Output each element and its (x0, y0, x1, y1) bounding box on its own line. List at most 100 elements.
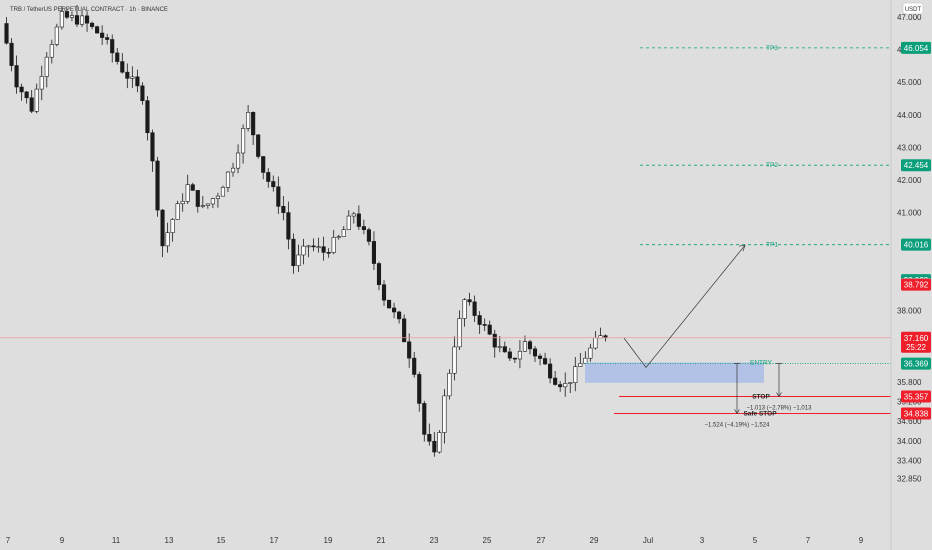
candle (543, 352, 548, 366)
time-tick-label: 15 (217, 536, 226, 545)
candle-body-up (215, 195, 220, 199)
price-axis[interactable]: 47.00046.00045.00044.00043.00042.00041.0… (897, 13, 931, 483)
candle (145, 96, 150, 141)
candle-body-down (326, 252, 331, 254)
candle-body-down (386, 299, 392, 309)
tp1-label: TP1 (766, 242, 778, 249)
candle-body-down (120, 61, 125, 73)
candle-body-up (235, 152, 241, 169)
candle-body-up (39, 76, 44, 90)
candle (326, 248, 331, 258)
tp2-label: TP2 (766, 162, 778, 169)
candle-body-down (507, 351, 512, 359)
candle (492, 329, 497, 358)
current-price-tag-label: 37.160 (904, 334, 929, 343)
ref-low-tag[interactable] (901, 278, 931, 291)
candle (185, 174, 190, 204)
safe-stop-tag-label: 34.838 (904, 409, 929, 418)
candle (79, 10, 85, 27)
candles-layer (4, 4, 608, 457)
candle (115, 47, 120, 65)
candle-body-down (110, 39, 115, 54)
candle-body-down (14, 65, 19, 88)
candle (90, 21, 95, 30)
currency-badge[interactable] (902, 2, 924, 15)
candle-body-down (266, 172, 271, 182)
stop-measure-arrow (776, 392, 782, 398)
candle (472, 295, 477, 323)
tp1-tag[interactable] (901, 238, 931, 251)
candle (205, 203, 210, 209)
candle (522, 335, 528, 352)
candle-body-down (321, 246, 326, 253)
candle (165, 222, 170, 253)
price-tick-label: 32.850 (897, 474, 922, 483)
candle-body-down (291, 238, 296, 267)
candle-body-up (568, 382, 573, 384)
candle-body-up (130, 76, 135, 79)
forecast-path[interactable] (623, 244, 746, 369)
tp3-tag[interactable] (901, 41, 931, 54)
candle-body-down (135, 76, 140, 87)
price-tick-label: 38.000 (897, 306, 922, 315)
price-tick-label: 44.000 (897, 111, 922, 120)
candle-body-up (452, 346, 457, 374)
candle (452, 336, 457, 381)
candle (356, 205, 361, 230)
candle (316, 237, 321, 253)
candle (351, 211, 356, 224)
entry-zone[interactable] (585, 362, 764, 383)
stop-tag[interactable] (901, 390, 931, 403)
candle-body-down (195, 190, 200, 207)
safe-stop-tag[interactable] (901, 407, 931, 420)
candle (39, 65, 44, 101)
candle (301, 238, 306, 265)
stop-measure-text: −1.013 (−2.78%) −1,013 (747, 406, 813, 412)
candle (54, 23, 59, 47)
candle-body-up (49, 44, 54, 58)
tp2-tag[interactable] (901, 159, 931, 172)
candle-body-down (84, 15, 90, 24)
candle-body-down (9, 42, 14, 66)
candle (497, 336, 502, 353)
candle (507, 347, 512, 361)
candle-body-down (482, 324, 487, 326)
candle (140, 82, 145, 105)
candle-body-down (140, 85, 145, 101)
candle (135, 69, 140, 93)
candle (447, 369, 452, 400)
candle (361, 219, 366, 235)
candle-body-down (90, 22, 95, 27)
candle (210, 197, 215, 209)
candle (49, 39, 54, 64)
entry-label: ENTRY (750, 360, 773, 367)
forecast-arrow-head (738, 244, 746, 252)
candle-body-down (432, 440, 437, 453)
candle-body-down (281, 206, 286, 213)
candle (251, 111, 256, 145)
time-tick-label: 11 (112, 536, 121, 545)
price-tick-label: 33.400 (897, 456, 922, 465)
candle-body-up (517, 350, 522, 360)
candle (69, 11, 75, 22)
candle (175, 200, 180, 220)
candle-body-down (397, 311, 402, 320)
candle (568, 382, 573, 394)
time-tick-label: 19 (324, 536, 333, 545)
candle (311, 238, 316, 252)
candle (100, 25, 105, 45)
candle (462, 298, 467, 327)
time-tick-label: 17 (270, 536, 279, 545)
candle-body-up (59, 11, 64, 28)
candle-body-down (477, 315, 482, 325)
candle (235, 144, 241, 174)
candle (467, 292, 472, 306)
candle-body-up (301, 245, 306, 256)
candle (548, 358, 553, 384)
time-axis[interactable]: 7 9 11 13 15 17 19 21 23 25 27 29 Jul 3 5 7 9 (6, 536, 864, 545)
safe-stop-measure-arrow (734, 409, 740, 415)
time-tick-label: 9 (859, 536, 864, 545)
entry-tag[interactable] (901, 357, 931, 370)
current-price-tag[interactable] (901, 331, 931, 353)
